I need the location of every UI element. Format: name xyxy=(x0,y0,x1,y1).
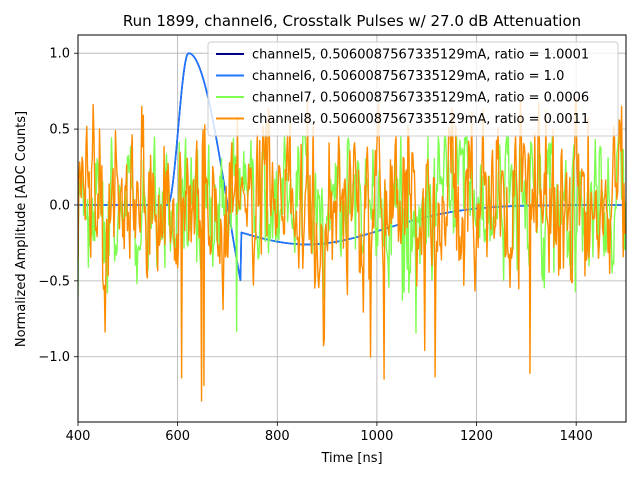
series-line-4 xyxy=(78,98,626,402)
y-tick-label: 0.0 xyxy=(49,198,70,213)
series-group xyxy=(78,52,626,402)
y-tick-label: −1.0 xyxy=(38,350,70,365)
x-tick-label: 800 xyxy=(265,429,290,444)
axes-frame xyxy=(77,34,627,423)
y-tick-label: −0.5 xyxy=(38,274,70,289)
legend-label: channel8, 0.5060087567335129mA, ratio = … xyxy=(252,112,589,127)
legend-label: channel5, 0.5060087567335129mA, ratio = … xyxy=(252,48,589,63)
legend-label: channel7, 0.5060087567335129mA, ratio = … xyxy=(252,91,589,106)
x-axis-label: Time [ns] xyxy=(320,451,382,466)
y-axis-label: Normalized Amplitude [ADC Counts] xyxy=(14,111,29,347)
x-tick-label: 1200 xyxy=(460,429,493,444)
legend: channel5, 0.5060087567335129mA, ratio = … xyxy=(207,41,619,137)
x-tick-label: 1000 xyxy=(360,429,393,444)
chart-title: Run 1899, channel6, Crosstalk Pulses w/ … xyxy=(123,12,581,30)
x-tick-label: 1400 xyxy=(560,429,593,444)
legend-box xyxy=(207,41,619,137)
legend-label: channel6, 0.5060087567335129mA, ratio = … xyxy=(252,69,564,84)
ticks: 400 600 800 1000 1200 1400 −1.0 −0.5 0.0 0.5 1.0 xyxy=(38,47,592,444)
plot-lines xyxy=(78,52,626,402)
x-tick-label: 400 xyxy=(66,429,91,444)
y-tick-label: 0.5 xyxy=(49,123,70,138)
y-tick-label: 1.0 xyxy=(49,47,70,62)
x-tick-label: 600 xyxy=(165,429,190,444)
